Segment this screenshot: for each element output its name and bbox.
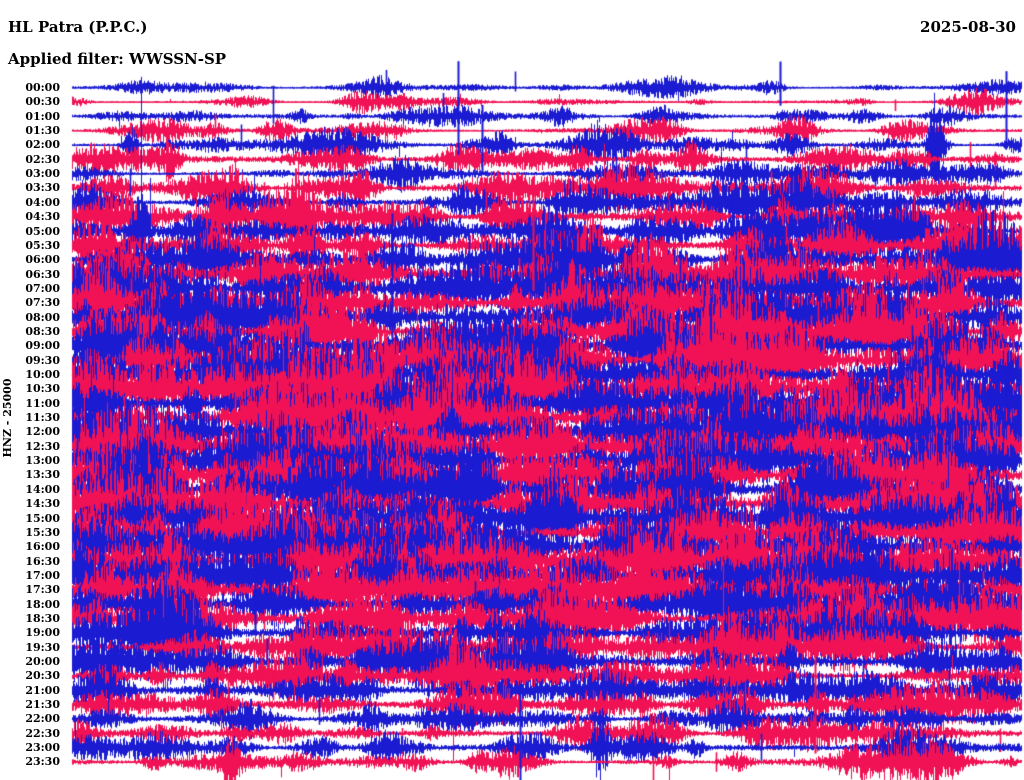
time-label: 18:30 <box>25 611 60 625</box>
time-label: 00:00 <box>25 81 60 94</box>
time-label: 19:30 <box>25 640 60 654</box>
time-label: 06:00 <box>25 253 60 267</box>
time-label: 09:00 <box>25 339 60 353</box>
time-label: 21:00 <box>25 683 60 697</box>
time-label: 05:00 <box>25 224 60 238</box>
time-label: 10:00 <box>25 368 60 381</box>
time-label: 20:30 <box>25 669 60 683</box>
time-label: 23:00 <box>25 741 60 755</box>
time-label: 04:30 <box>25 210 60 224</box>
time-label: 22:00 <box>25 712 60 726</box>
filter-label: Applied filter: WWSSN-SP <box>8 50 227 68</box>
time-label: 07:30 <box>25 296 60 310</box>
time-label: 02:00 <box>25 138 60 152</box>
time-label: 20:00 <box>25 655 60 668</box>
time-label: 14:30 <box>25 497 60 511</box>
time-label: 08:30 <box>25 324 60 338</box>
time-label: 11:00 <box>25 396 60 410</box>
station-title: HL Patra (P.P.C.) <box>8 18 148 36</box>
time-label: 04:00 <box>25 195 60 209</box>
time-label: 16:30 <box>25 554 60 568</box>
time-label: 10:30 <box>25 382 60 396</box>
time-label: 21:30 <box>25 698 60 712</box>
time-label: 12:30 <box>25 439 60 453</box>
time-label: 13:00 <box>25 454 60 468</box>
time-label: 00:30 <box>25 95 60 109</box>
time-label: 15:00 <box>25 511 60 525</box>
time-label: 15:30 <box>25 525 60 539</box>
date-label: 2025-08-30 <box>920 18 1016 36</box>
time-label: 11:30 <box>25 411 60 425</box>
time-label: 16:00 <box>25 540 60 554</box>
time-label: 02:30 <box>25 152 60 166</box>
time-label: 05:30 <box>25 238 60 252</box>
time-label: 13:30 <box>25 468 60 482</box>
time-label: 03:30 <box>25 181 60 195</box>
time-label: 07:00 <box>25 281 60 295</box>
time-label: 03:00 <box>25 167 60 181</box>
time-label: 14:00 <box>25 482 60 496</box>
time-label: 08:00 <box>25 310 60 324</box>
time-label: 18:00 <box>25 597 60 611</box>
time-label: 06:30 <box>25 267 60 281</box>
time-label: 17:30 <box>25 583 60 597</box>
time-label: 12:00 <box>25 425 60 439</box>
time-label: 09:30 <box>25 353 60 367</box>
time-label: 19:00 <box>25 626 60 640</box>
time-label: 01:00 <box>25 109 60 123</box>
time-label: 01:30 <box>25 124 60 138</box>
time-label: 17:00 <box>25 568 60 582</box>
time-label: 23:30 <box>25 755 60 769</box>
time-label: 22:30 <box>25 726 60 740</box>
